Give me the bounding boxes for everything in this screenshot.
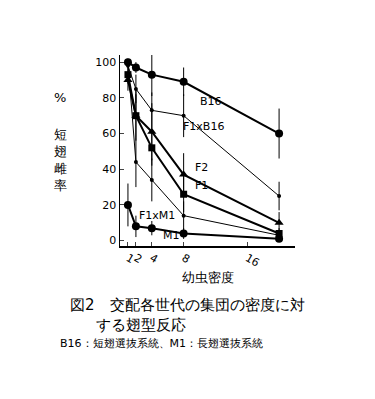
svg-text:1: 1 (124, 251, 137, 266)
html-text:する翅型反応: する翅型反応 (96, 316, 186, 334)
svg-text:%: % (54, 90, 66, 105)
svg-text:20: 20 (102, 199, 116, 212)
svg-text:40: 40 (102, 163, 116, 176)
svg-text:0: 0 (109, 234, 116, 247)
html-text:B16：短翅選抜系統、M1：長翅選抜系統: B16：短翅選抜系統、M1：長翅選抜系統 (60, 337, 263, 350)
svg-text:F1xB16: F1xB16 (183, 120, 224, 133)
svg-text:F1xM1: F1xM1 (139, 209, 175, 222)
svg-text:短翅雌率: 短翅雌率 (54, 127, 67, 193)
svg-text:F2: F2 (195, 161, 208, 174)
svg-text:M1: M1 (163, 229, 180, 242)
svg-text:F1: F1 (195, 179, 208, 192)
svg-text:2: 2 (132, 251, 145, 266)
svg-text:B16: B16 (200, 95, 222, 108)
svg-text:100: 100 (95, 56, 116, 69)
svg-text:8: 8 (179, 251, 192, 266)
svg-text:60: 60 (102, 127, 116, 140)
html-text:図2 交配各世代の集団の密度に対: 図2 交配各世代の集団の密度に対 (70, 296, 305, 314)
svg-text:4: 4 (148, 251, 161, 266)
svg-text:80: 80 (102, 92, 116, 105)
svg-text:幼虫密度: 幼虫密度 (182, 270, 234, 285)
svg-text:16: 16 (243, 251, 262, 269)
